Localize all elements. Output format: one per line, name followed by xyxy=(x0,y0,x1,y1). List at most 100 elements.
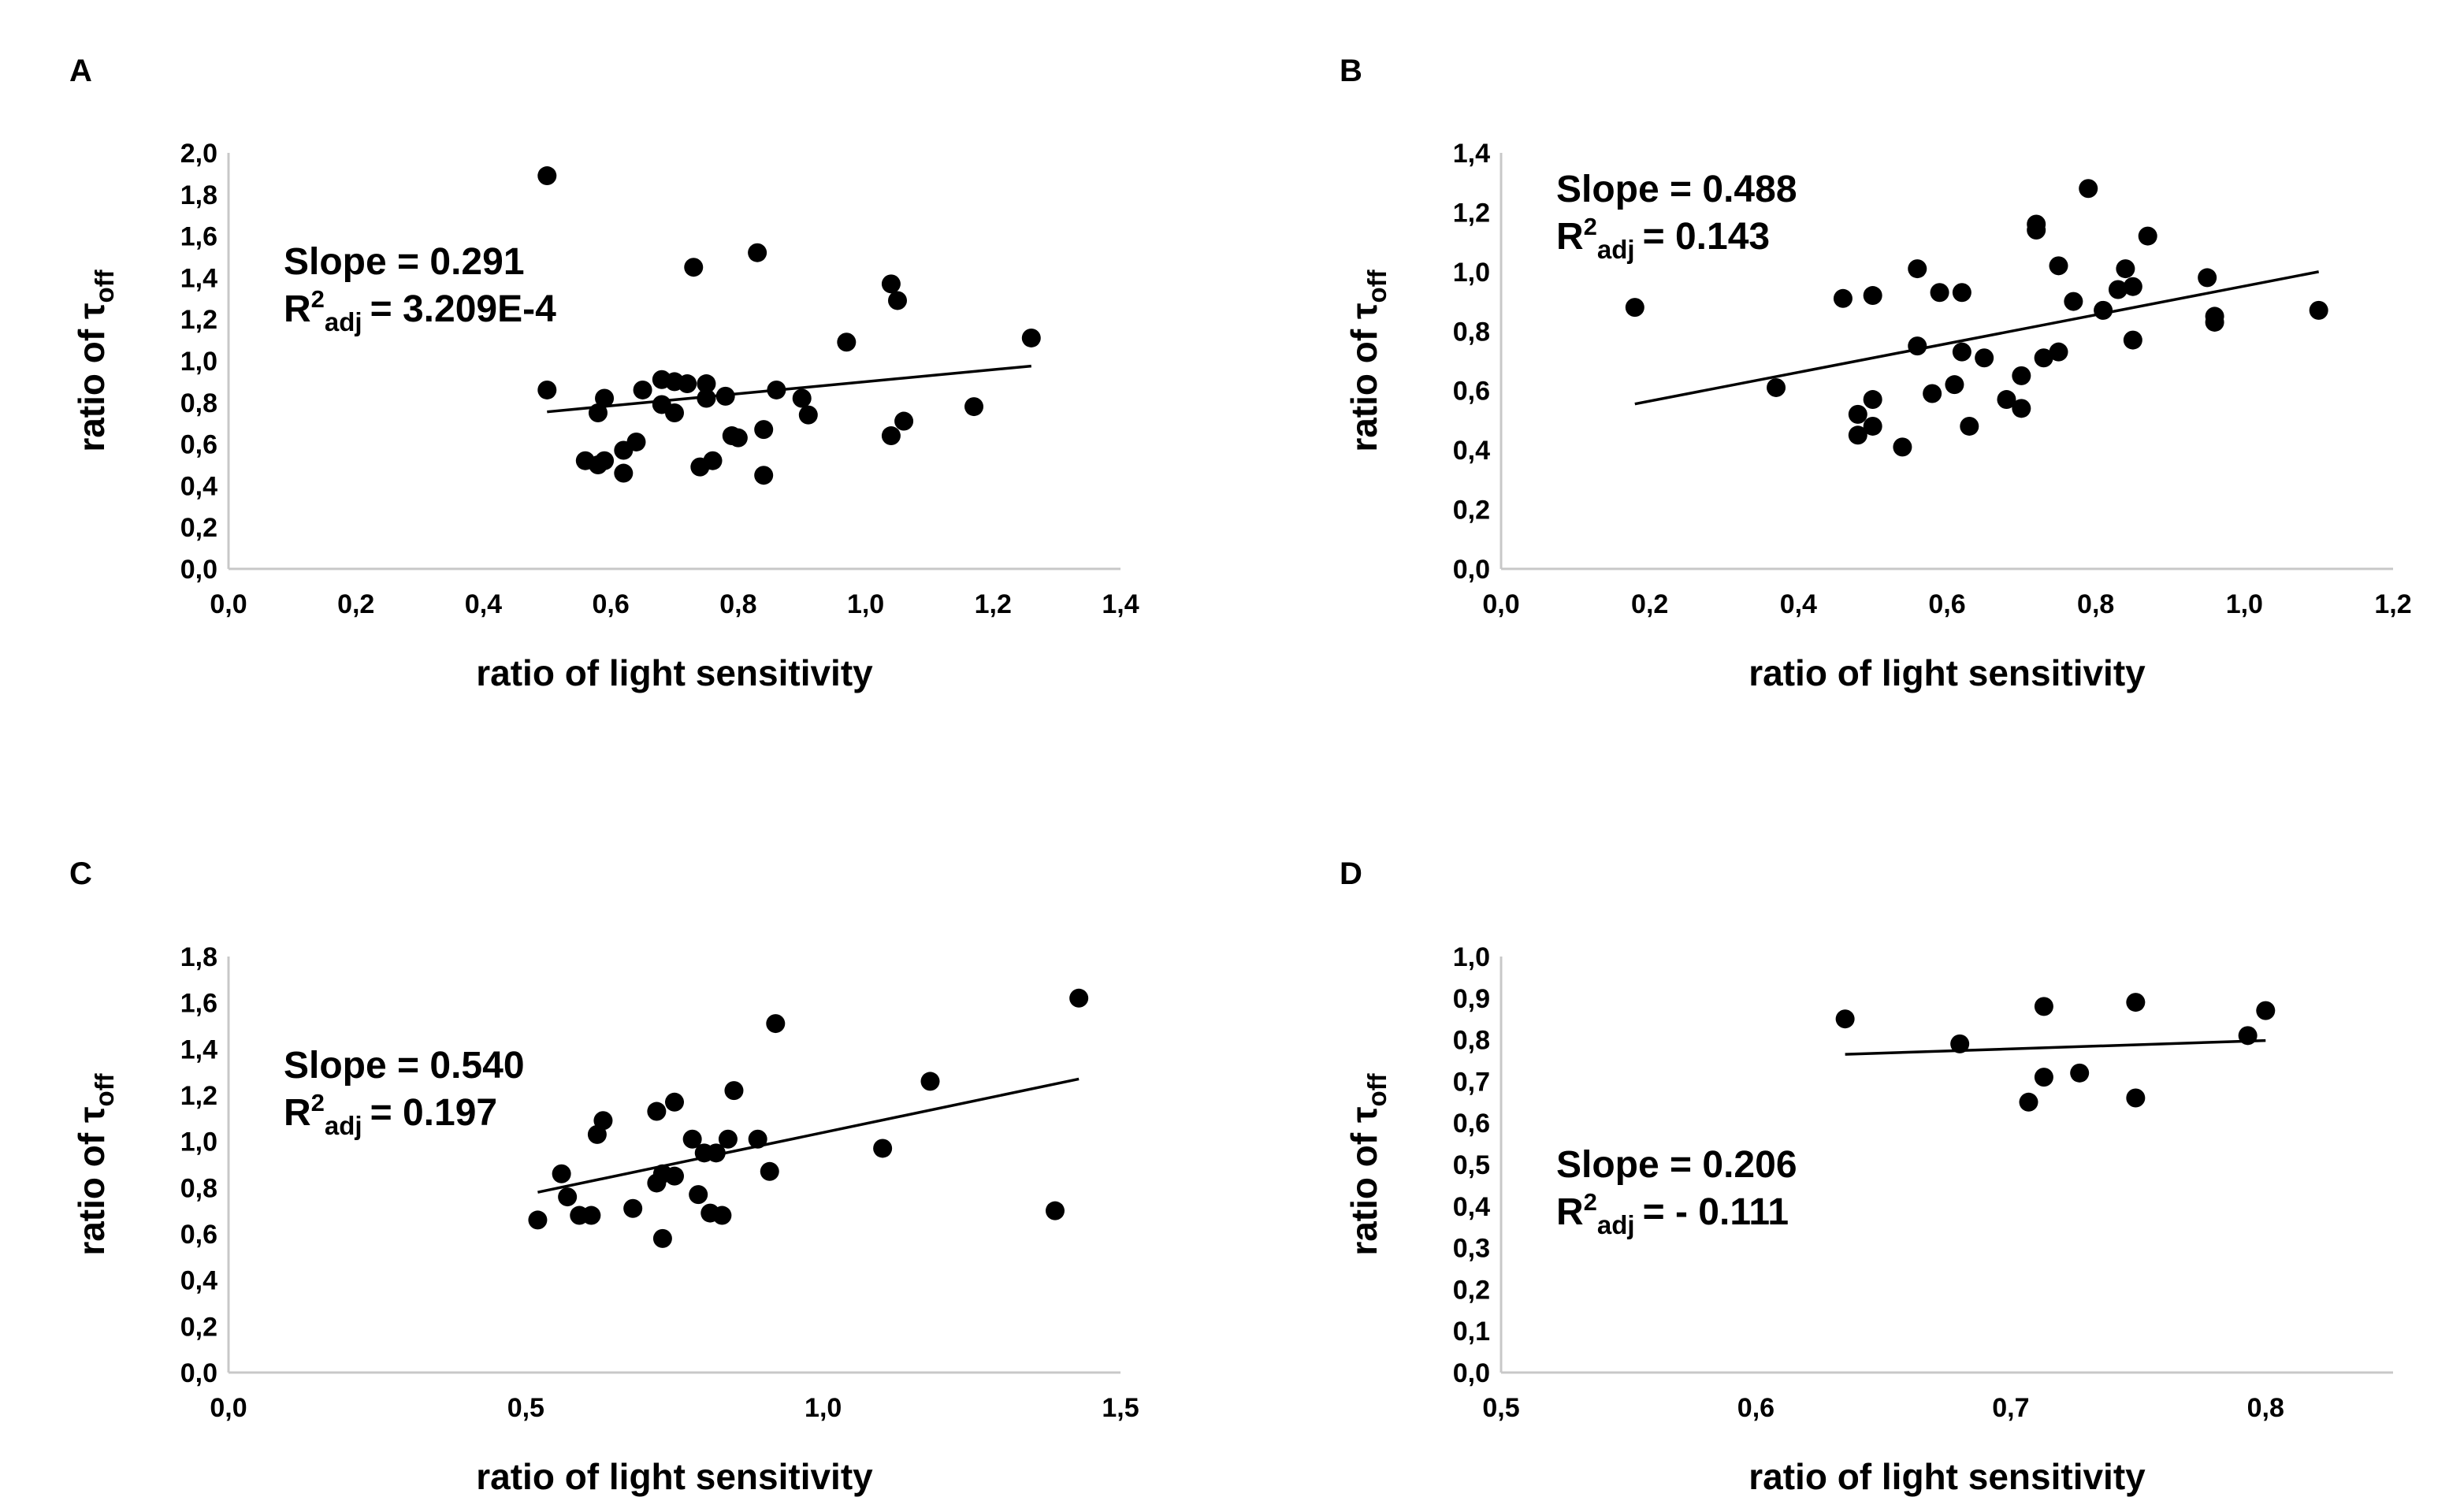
y-tick-label: 0,0 xyxy=(180,555,217,585)
panel-d: D 0,00,10,20,30,40,50,60,70,80,91,00,5 0,… xyxy=(1340,856,2393,1497)
y-axis-label-sub: off xyxy=(1362,1072,1392,1106)
trend-line xyxy=(547,364,1031,414)
y-axis-label: ratio of τoff xyxy=(1343,1072,1392,1255)
y-tick-label: 1,6 xyxy=(180,989,217,1019)
data-point xyxy=(715,386,735,406)
panel-letter: B xyxy=(1340,54,1362,88)
y-tick-label: 0,8 xyxy=(180,388,217,418)
axes: 0,0 0,2 0,4 0,6 0,8 1,0 1,2 1,4 1,6 1,8 0,0 0,5 1,0 1… xyxy=(180,942,1139,1423)
data-point xyxy=(689,1185,708,1205)
data-point xyxy=(766,1014,786,1034)
data-point xyxy=(665,1092,684,1112)
x-tick-label: 1,2 xyxy=(975,589,1012,619)
y-axis-label-main: ratio of τ xyxy=(71,1106,112,1255)
x-tick-label: 0,6 xyxy=(1928,589,1965,619)
slope-annotation: Slope = 0.540 xyxy=(284,1045,525,1087)
x-tick-label: 0,2 xyxy=(1631,589,1668,619)
data-point xyxy=(2064,292,2083,311)
r2-annotation: R2adj = 0.143 xyxy=(1556,213,1770,264)
axes: 0,0 0,2 0,4 0,6 0,8 1,0 1,2 1,4 1,6 1,8 2,0 0,0 0,2 0… xyxy=(180,139,1139,619)
y-tick-label: 0,4 xyxy=(180,1266,217,1296)
annotation: Slope = 0.291 R2adj = 3.209E-4 xyxy=(284,241,556,336)
y-tick-label: 0,1 xyxy=(1453,1317,1490,1347)
y-tick-label: 1,0 xyxy=(1453,258,1490,288)
y-axis-label-main: ratio of τ xyxy=(71,303,112,451)
y-tick-label: 1,6 xyxy=(180,222,217,252)
data-point xyxy=(1908,259,1927,279)
r2-sub: adj xyxy=(1597,1210,1635,1239)
y-axis-label: ratio of τoff xyxy=(1343,269,1392,451)
data-point xyxy=(724,1081,744,1101)
x-tick-label: 0,8 xyxy=(719,589,756,619)
r2-sub: adj xyxy=(325,307,362,336)
data-point xyxy=(2034,1068,2053,1087)
data-point xyxy=(1767,377,1786,397)
x-tick-label: 1,0 xyxy=(2226,589,2263,619)
y-tick-label: 0,0 xyxy=(1453,1358,1490,1388)
data-point xyxy=(623,1198,643,1218)
y-tick-label: 1,4 xyxy=(180,1035,217,1064)
slope-annotation: Slope = 0.488 xyxy=(1556,169,1797,210)
r2-value: = 0.197 xyxy=(370,1092,497,1134)
y-tick-label: 1,0 xyxy=(1453,942,1490,972)
y-tick-label: 0,4 xyxy=(1453,436,1490,466)
y-tick-label: 0,5 xyxy=(1453,1150,1490,1180)
r2-annotation: R2adj = - 0.111 xyxy=(1556,1188,1789,1239)
r2-value: = 0.143 xyxy=(1643,216,1770,258)
data-point xyxy=(792,388,812,408)
x-tick-label: 0,0 xyxy=(210,1393,247,1423)
y-tick-label: 0,9 xyxy=(1453,984,1490,1014)
data-point xyxy=(665,1166,684,1186)
data-point xyxy=(537,380,557,399)
r2-sub: adj xyxy=(1597,235,1635,264)
data-point xyxy=(703,451,723,470)
y-tick-label: 0,6 xyxy=(1453,1109,1490,1139)
x-tick-label: 1,4 xyxy=(1102,589,1139,619)
x-axis-label: ratio of light sensitivity xyxy=(1748,652,2146,693)
x-tick-label: 0,6 xyxy=(1737,1393,1775,1423)
data-point xyxy=(682,1129,702,1149)
data-point xyxy=(1945,375,1964,395)
r2-value: = 3.209E-4 xyxy=(370,288,556,330)
data-point xyxy=(2116,259,2135,279)
data-point xyxy=(697,388,716,408)
y-tick-label: 0,6 xyxy=(180,430,217,460)
data-point xyxy=(2049,256,2068,276)
data-point xyxy=(1069,988,1089,1008)
data-point xyxy=(697,374,716,394)
data-point xyxy=(920,1072,940,1091)
data-point xyxy=(2012,399,2031,418)
y-tick-label: 1,0 xyxy=(180,347,217,377)
data-point xyxy=(767,380,786,399)
r2-label: R xyxy=(1556,1191,1584,1233)
r2-annotation: R2adj = 3.209E-4 xyxy=(284,285,556,336)
data-point xyxy=(2126,993,2146,1012)
data-point xyxy=(2238,1026,2258,1046)
x-axis-label: ratio of light sensitivity xyxy=(1748,1456,2146,1497)
y-tick-label: 0,8 xyxy=(1453,317,1490,347)
data-point xyxy=(595,388,615,408)
data-point xyxy=(558,1187,578,1207)
data-point xyxy=(1908,336,1927,356)
y-axis-label: ratio of τoff xyxy=(71,269,119,451)
axes: 0,0 0,2 0,4 0,6 0,8 1,0 1,2 1,4 0,0 0,2 0,4 0,6 0,8 1… xyxy=(1453,139,2412,619)
y-tick-label: 1,8 xyxy=(180,180,217,210)
data-point xyxy=(2309,300,2328,320)
data-point xyxy=(665,403,684,422)
data-point xyxy=(1975,348,1994,368)
x-tick-label: 0,8 xyxy=(2077,589,2114,619)
data-point xyxy=(754,420,774,440)
data-point xyxy=(1045,1201,1065,1220)
data-point xyxy=(588,403,608,422)
data-point xyxy=(1848,404,1867,424)
x-tick-label: 0,4 xyxy=(1780,589,1817,619)
data-point xyxy=(1863,416,1882,436)
trend-line xyxy=(1634,270,2319,406)
x-tick-label: 0,5 xyxy=(507,1393,544,1423)
data-point xyxy=(593,1111,613,1131)
panel-c: C 0,0 0,2 0,4 0,6 0,8 1,0 1,2 1,4 1,6 1,8 0,0 0,5 1,… xyxy=(69,856,1139,1497)
data-point xyxy=(712,1206,732,1225)
data-point xyxy=(647,1101,667,1121)
panel-letter: D xyxy=(1340,856,1362,891)
data-point xyxy=(2034,997,2053,1016)
